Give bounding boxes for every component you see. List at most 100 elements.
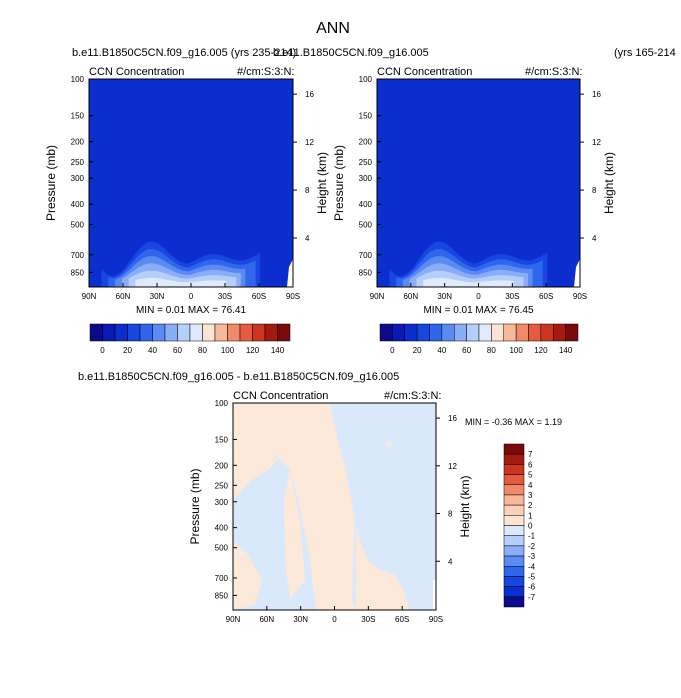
colorbar-swatch [503,545,525,557]
colorbar-swatch [528,323,542,342]
colorbar-label: 120 [534,346,548,355]
colorbar-swatch [164,323,178,342]
panel-title: CCN Concentration [377,66,472,78]
colorbar-swatch [139,323,153,342]
x-tick-label: 60N [116,292,131,301]
colorbar-label: 80 [487,346,496,355]
x-tick-label: 90S [573,292,587,301]
colorbar-label: 100 [509,346,523,355]
y-tick-label: 250 [359,158,373,167]
colorbar-swatch [239,323,253,342]
min-max-stats: MIN = -0.36 MAX = 1.19 [465,417,562,427]
right-case-years: (yrs 165-214 [614,47,676,59]
y-tick-label: 300 [71,174,85,183]
colorbar-swatch [503,535,525,547]
positive-anomaly-region [233,403,278,500]
colorbar-swatch [114,323,128,342]
colorbar-swatch [89,323,103,342]
colorbar-swatch [503,576,525,587]
y-tick-label: 250 [215,481,229,490]
y-tick-label: 200 [359,138,373,147]
colorbar-swatch [503,443,525,455]
positive-anomaly-region [284,470,305,600]
colorbar-label: 2 [528,501,533,510]
min-max-stats: MIN = 0.01 MAX = 76.45 [423,305,533,316]
y-axis-label: Pressure (mb) [44,145,58,221]
colorbar-label: -2 [528,542,536,551]
colorbar-swatch [503,453,525,465]
colorbar-swatch [127,323,141,342]
x-tick-label: 60S [539,292,553,301]
x-tick-label: 0 [332,615,337,624]
colorbar-label: 4 [528,481,533,490]
colorbar-swatch [540,323,554,342]
height-axis-label: Height (km) [458,475,472,537]
colorbar-swatch [404,323,418,342]
height-tick-label: 4 [305,234,310,243]
colorbar-label: -6 [528,583,536,592]
panel-case-2: CCN Concentration #/cm:S:3:N:100150200250… [332,66,616,355]
x-tick-label: 90N [226,615,241,624]
colorbar-swatch [503,474,525,485]
colorbar-label: 100 [221,346,235,355]
colorbar-label: 7 [528,450,533,459]
x-tick-label: 30S [361,615,375,624]
colorbar-label: 0 [528,522,533,531]
terrain-mask [287,259,293,287]
colorbar-swatch [392,323,405,342]
colorbar-label: -1 [528,532,536,541]
colorbar-swatch [152,323,166,342]
height-axis-label: Height (km) [315,152,329,214]
colorbar-swatch [553,323,566,342]
colorbar-label: 3 [528,491,533,500]
colorbar-swatch [503,586,525,598]
y-tick-label: 150 [215,435,229,444]
y-axis-label: Pressure (mb) [332,145,346,221]
height-tick-label: 12 [592,138,601,147]
colorbar-swatch [177,323,191,342]
y-tick-label: 300 [215,498,229,507]
colorbar-swatch [466,323,480,342]
colorbar-label: -4 [528,562,536,571]
panel-difference: CCN Concentration #/cm:S:3:N:100150200250… [188,390,562,624]
x-tick-label: 0 [189,292,194,301]
colorbar-swatch [503,525,525,536]
colorbar-swatch [379,323,393,342]
y-axis-label: Pressure (mb) [188,468,202,544]
colorbar-swatch [503,566,525,577]
colorbar-swatch [565,323,579,342]
x-tick-label: 90S [429,615,443,624]
colorbar-swatch [503,515,525,526]
colorbar-swatch [264,323,278,342]
colorbar-swatch [503,555,525,567]
colorbar-swatch [102,323,116,342]
colorbar-label: 0 [100,346,105,355]
colorbar-swatch [515,323,529,342]
colorbar-label: 40 [437,346,446,355]
y-tick-label: 500 [215,544,229,553]
colorbar-swatch [252,323,266,342]
colorbar-label: -5 [528,572,536,581]
y-tick-label: 200 [71,138,85,147]
x-tick-label: 30S [505,292,519,301]
colorbar-label: 60 [173,346,182,355]
y-tick-label: 700 [215,574,229,583]
colorbar-swatch [503,323,517,342]
y-tick-label: 100 [359,75,373,84]
panel-units: #/cm:S:3:N: [384,390,441,402]
y-tick-label: 850 [215,591,229,600]
colorbar-swatch [189,323,203,342]
height-tick-label: 16 [592,90,601,99]
y-tick-label: 400 [71,200,85,209]
x-tick-label: 60N [259,615,274,624]
panel-case-1: CCN Concentration #/cm:S:3:N:100150200250… [44,66,329,355]
colorbar-swatch [454,323,467,342]
positive-anomaly-region [385,440,393,448]
colorbar-label: 140 [559,346,573,355]
right-case-header: b.e11.B1850C5CN.f09_g16.005 [273,47,429,59]
colorbar-swatch [503,484,525,496]
panel-title: CCN Concentration [233,390,328,402]
x-tick-label: 90S [286,292,300,301]
height-tick-label: 12 [305,138,314,147]
